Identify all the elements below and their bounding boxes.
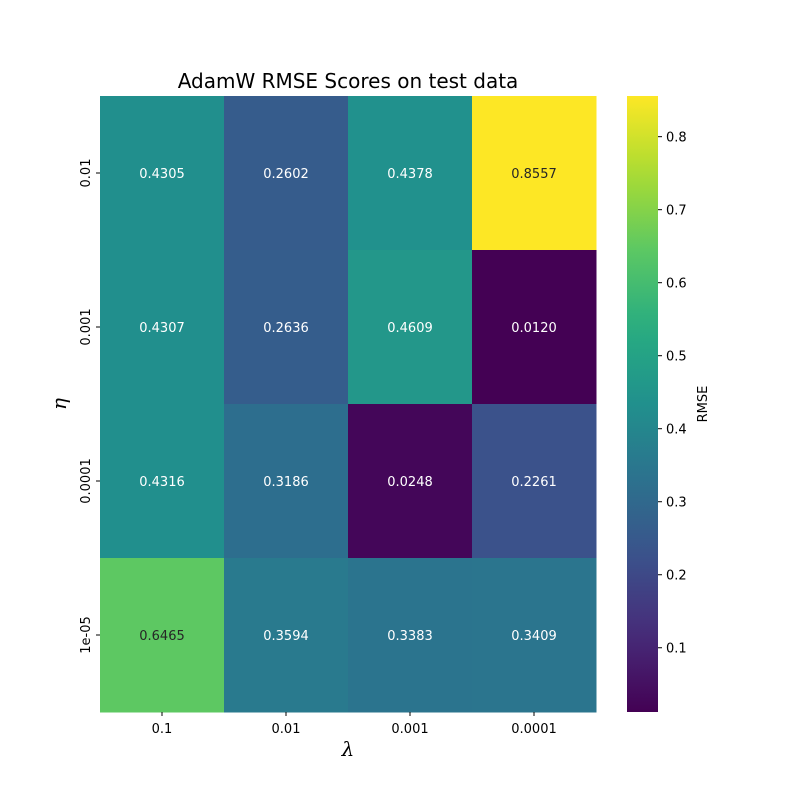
heatmap-cell bbox=[348, 404, 473, 559]
x-tick-label: 0.001 bbox=[391, 722, 428, 737]
x-tick-label: 0.01 bbox=[272, 722, 301, 737]
colorbar-tick-label: 0.5 bbox=[666, 350, 687, 365]
heatmap-cells: 0.4305 0.2602 0.4378 0.8557 0.4307 0.2636 0.46… bbox=[100, 96, 597, 713]
x-axis-ticks: 0.1 0.01 0.001 0.0001 bbox=[152, 712, 557, 737]
heatmap-cell bbox=[224, 250, 349, 405]
heatmap-cell bbox=[348, 558, 473, 713]
heatmap-cell bbox=[348, 250, 473, 405]
heatmap-cell bbox=[224, 558, 349, 713]
heatmap-cell bbox=[472, 96, 597, 251]
y-axis-label: η bbox=[47, 398, 71, 410]
heatmap-cell bbox=[100, 404, 225, 559]
heatmap-cell bbox=[472, 250, 597, 405]
cell-value-label: 0.3409 bbox=[511, 629, 557, 644]
y-tick-label: 0.001 bbox=[79, 308, 94, 345]
colorbar-ticks: 0.1 0.2 0.3 0.4 0.5 0.6 0.7 0.8 bbox=[658, 131, 687, 657]
cell-value-label: 0.3186 bbox=[263, 475, 309, 490]
y-tick-label: 0.01 bbox=[79, 159, 94, 188]
cell-value-label: 0.0120 bbox=[511, 321, 557, 336]
cell-value-label: 0.2602 bbox=[263, 167, 309, 182]
colorbar-tick-label: 0.8 bbox=[666, 131, 687, 146]
heatmap-cell bbox=[472, 404, 597, 559]
colorbar-tick-label: 0.6 bbox=[666, 277, 687, 292]
heatmap-cell bbox=[224, 96, 349, 251]
chart-title: AdamW RMSE Scores on test data bbox=[178, 69, 519, 93]
colorbar-tick-label: 0.7 bbox=[666, 204, 687, 219]
heatmap-cell bbox=[100, 558, 225, 713]
colorbar-tick-label: 0.1 bbox=[666, 642, 687, 657]
cell-value-label: 0.3594 bbox=[263, 629, 309, 644]
colorbar-tick-label: 0.4 bbox=[666, 423, 687, 438]
colorbar bbox=[627, 96, 658, 712]
cell-value-label: 0.8557 bbox=[511, 167, 557, 182]
cell-value-label: 0.2261 bbox=[511, 475, 557, 490]
heatmap-cell bbox=[472, 558, 597, 713]
cell-value-label: 0.4378 bbox=[387, 167, 433, 182]
colorbar-label: RMSE bbox=[696, 386, 711, 423]
heatmap-cell bbox=[100, 96, 225, 251]
heatmap-cell bbox=[224, 404, 349, 559]
colorbar-tick-label: 0.2 bbox=[666, 569, 687, 584]
cell-value-label: 0.2636 bbox=[263, 321, 309, 336]
y-axis-ticks: 0.01 0.001 0.0001 1e-05 bbox=[79, 159, 100, 654]
heatmap-cell bbox=[348, 96, 473, 251]
x-axis-label: λ bbox=[341, 737, 355, 761]
heatmap-cell bbox=[100, 250, 225, 405]
cell-value-label: 0.4609 bbox=[387, 321, 433, 336]
cell-value-label: 0.4307 bbox=[139, 321, 185, 336]
cell-value-label: 0.4316 bbox=[139, 475, 185, 490]
y-tick-label: 0.0001 bbox=[79, 458, 94, 504]
x-tick-label: 0.0001 bbox=[511, 722, 557, 737]
cell-value-label: 0.4305 bbox=[139, 167, 185, 182]
cell-value-label: 0.0248 bbox=[387, 475, 433, 490]
x-tick-label: 0.1 bbox=[152, 722, 173, 737]
cell-value-label: 0.3383 bbox=[387, 629, 433, 644]
colorbar-tick-label: 0.3 bbox=[666, 496, 687, 511]
y-tick-label: 1e-05 bbox=[79, 616, 94, 654]
cell-value-label: 0.6465 bbox=[139, 629, 185, 644]
